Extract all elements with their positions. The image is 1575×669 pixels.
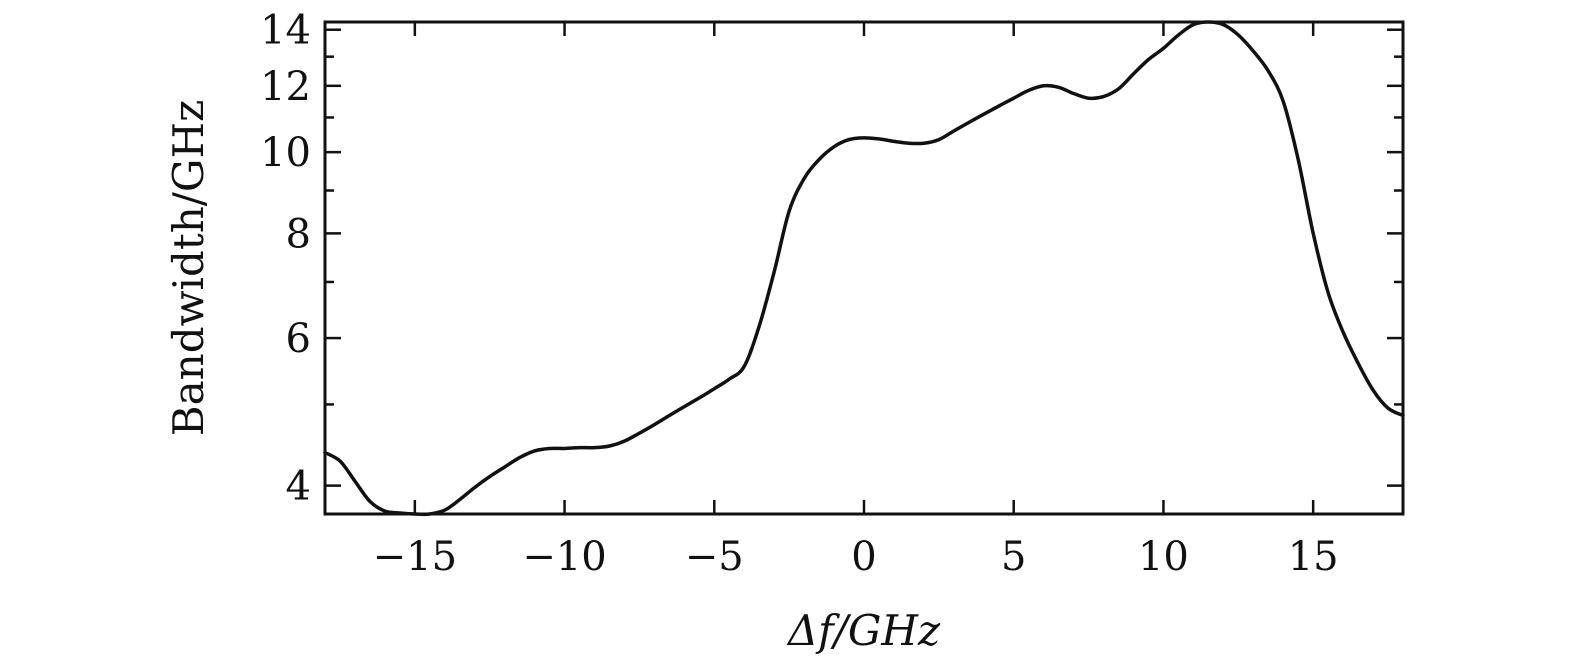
y-tick-label: 12 [260,64,311,110]
y-tick-label: 6 [286,316,311,362]
x-tick-label: 15 [1288,534,1339,580]
x-tick-label: 5 [1001,534,1026,580]
x-axis-ticks: −15 −10 −5 0 5 10 15 [373,22,1339,580]
y-tick-label: 4 [286,464,311,510]
x-tick-label: −15 [373,534,457,580]
y-tick-label: 10 [260,130,311,176]
x-tick-label: −10 [522,534,606,580]
y-axis-label: Bandwidth/GHz [164,100,213,437]
y-tick-label: 14 [260,8,311,54]
x-axis-label: Δf/GHz [786,606,941,655]
x-tick-label: 10 [1138,534,1189,580]
x-tick-label: −5 [685,534,744,580]
x-tick-label: 0 [851,534,876,580]
plot-frame [323,20,1405,516]
y-tick-label: 8 [286,211,311,257]
y-axis-ticks: 4 6 8 10 12 14 [260,8,1403,510]
bandwidth-curve [323,20,1405,517]
